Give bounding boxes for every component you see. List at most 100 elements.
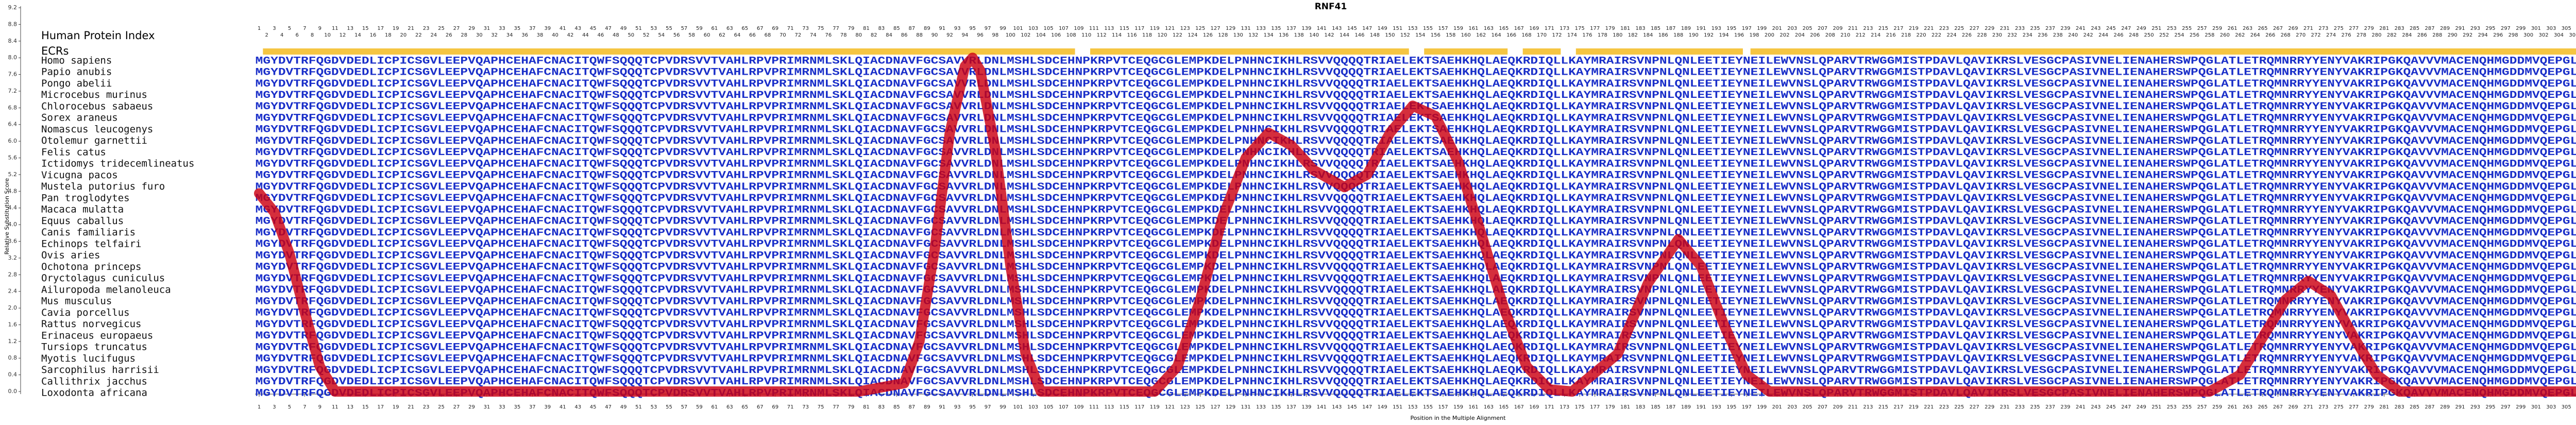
index-number: 190: [1689, 32, 1699, 38]
x-tick-label: 39: [544, 404, 551, 410]
species-name: Tursiops truncatus: [41, 342, 147, 353]
index-number: 275: [2334, 26, 2344, 31]
x-tick-label: 281: [2379, 404, 2389, 410]
index-number: 182: [1628, 32, 1638, 38]
index-number: 66: [749, 32, 756, 38]
index-number: 281: [2379, 26, 2389, 31]
index-number: 206: [1810, 32, 1820, 38]
index-number: 229: [1985, 26, 1994, 31]
sequence: MGYDVTRFQGDVDEDLICPICSGVLEEPVQAPHCEHAFCN…: [256, 124, 2576, 136]
x-tick-label: 187: [1666, 404, 1675, 410]
y-tick-label: 6.0: [8, 138, 18, 144]
species-name: Macaca mulatta: [41, 204, 124, 215]
index-number: 117: [1134, 26, 1144, 31]
x-tick-label: 179: [1605, 404, 1615, 410]
index-number: 292: [2463, 32, 2472, 38]
x-tick-label: 301: [2531, 404, 2541, 410]
x-tick-label: 279: [2364, 404, 2374, 410]
x-tick-label: 33: [499, 404, 505, 410]
x-tick-label: 303: [2546, 404, 2556, 410]
index-number: 24: [430, 32, 437, 38]
x-tick-label: 149: [1378, 404, 1387, 410]
index-number: 90: [931, 32, 938, 38]
index-number: 203: [1787, 26, 1797, 31]
x-tick-label: 79: [848, 404, 855, 410]
x-tick-label: 127: [1211, 404, 1221, 410]
index-number: 230: [1992, 32, 2002, 38]
index-number: 136: [1279, 32, 1289, 38]
x-tick-label: 269: [2288, 404, 2298, 410]
index-number: 79: [848, 26, 855, 31]
x-tick-label: 165: [1499, 404, 1509, 410]
index-number: 295: [2485, 26, 2495, 31]
x-tick-label: 117: [1134, 404, 1144, 410]
index-number: 236: [2038, 32, 2047, 38]
index-number: 249: [2137, 26, 2146, 31]
x-tick-label: 189: [1681, 404, 1691, 410]
index-number: 246: [2114, 32, 2124, 38]
x-tick-label: 299: [2516, 404, 2526, 410]
index-number: 204: [1795, 32, 1805, 38]
index-number: 36: [521, 32, 528, 38]
x-tick-label: 9: [318, 404, 321, 410]
index-number: 100: [1006, 32, 1015, 38]
x-tick-label: 203: [1787, 404, 1797, 410]
index-number: 304: [2554, 32, 2564, 38]
sequence: MGYDVTRFQGDVDEDLICPICSGVLEEPVQAPHCEHAFCN…: [256, 227, 2576, 239]
y-tick-label: 1.2: [8, 338, 18, 345]
x-tick-label: 219: [1909, 404, 1919, 410]
index-number: 274: [2326, 32, 2336, 38]
x-tick-label: 7: [303, 404, 306, 410]
x-tick-label: 119: [1150, 404, 1160, 410]
index-number: 128: [1218, 32, 1228, 38]
index-number: 101: [1013, 26, 1023, 31]
index-number: 111: [1089, 26, 1099, 31]
index-number: 294: [2478, 32, 2488, 38]
species-name: Sorex araneus: [41, 112, 118, 124]
index-number: 86: [901, 32, 908, 38]
x-tick-label: 115: [1120, 404, 1129, 410]
index-number: 156: [1431, 32, 1440, 38]
index-number: 95: [969, 26, 976, 31]
x-tick-label: 177: [1590, 404, 1600, 410]
x-tick-label: 167: [1514, 404, 1524, 410]
x-tick-label: 37: [529, 404, 536, 410]
x-tick-label: 237: [2045, 404, 2055, 410]
y-tick-label: 2.8: [8, 271, 18, 278]
x-tick-label: 27: [453, 404, 460, 410]
index-number: 183: [1635, 26, 1645, 31]
index-number: 271: [2303, 26, 2313, 31]
index-number: 99: [999, 26, 1006, 31]
index-number: 123: [1180, 26, 1190, 31]
index-number: 97: [985, 26, 991, 31]
x-tick-label: 131: [1241, 404, 1250, 410]
index-number: 43: [574, 26, 581, 31]
index-number: 14: [354, 32, 361, 38]
x-tick-label: 61: [711, 404, 718, 410]
x-tick-label: 245: [2106, 404, 2116, 410]
sequence: MGYDVTRFQGDVDEDLICPICSGVLEEPVQAPHCEHAFCN…: [256, 193, 2576, 205]
index-number: 15: [362, 26, 369, 31]
sequence: MGYDVTRFQGDVDEDLICPICSGVLEEPVQAPHCEHAFCN…: [256, 170, 2576, 182]
index-number: 54: [658, 32, 665, 38]
x-tick-label: 75: [818, 404, 824, 410]
index-number: 40: [552, 32, 558, 38]
index-number: 50: [628, 32, 634, 38]
sequence: MGYDVTRFQGDVDEDLICPICSGVLEEPVQAPHCEHAFCN…: [256, 147, 2576, 159]
x-tick-label: 271: [2303, 404, 2313, 410]
x-tick-label: 207: [1818, 404, 1827, 410]
index-number: 127: [1211, 26, 1221, 31]
species-name: Ovis aries: [41, 250, 100, 261]
y-tick-label: 8.0: [8, 54, 18, 61]
x-tick-label: 139: [1301, 404, 1311, 410]
index-number: 247: [2121, 26, 2131, 31]
x-tick-label: 145: [1347, 404, 1357, 410]
index-number: 234: [2023, 32, 2032, 38]
ecr-bar: [263, 48, 1075, 55]
sequence: MGYDVTRFQGDVDEDLICPICSGVLEEPVQAPHCEHAFCN…: [256, 158, 2576, 170]
index-number: 189: [1681, 26, 1691, 31]
index-number: 1: [258, 26, 261, 31]
ecr-bar: [1424, 48, 1508, 55]
index-number: 142: [1325, 32, 1334, 38]
x-tick-label: 83: [878, 404, 885, 410]
